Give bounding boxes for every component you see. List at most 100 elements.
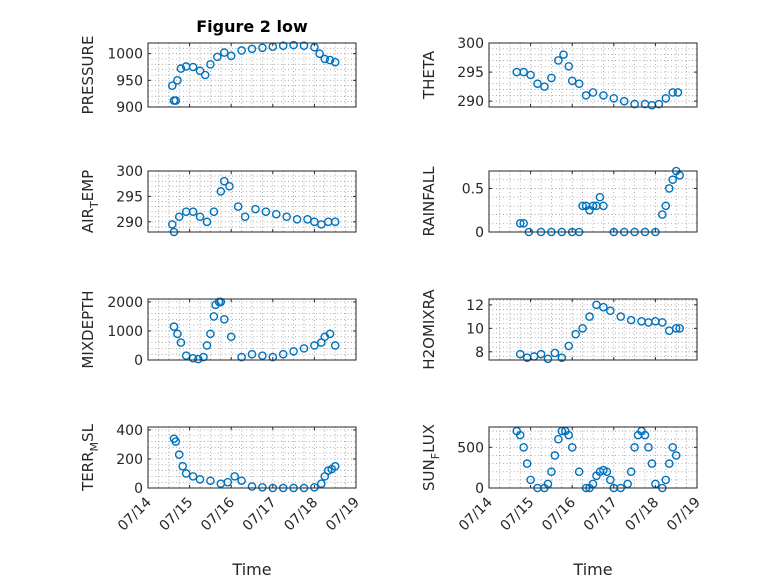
data-point [188, 472, 198, 481]
data-point [169, 322, 179, 331]
data-point [299, 344, 309, 353]
y-tick-label: 400 [116, 423, 143, 439]
data-point [536, 349, 546, 359]
x-tick-label: 07/16 [539, 494, 579, 534]
data-point [315, 49, 324, 58]
data-point [515, 218, 525, 228]
x-tick-label: 07/17 [581, 495, 621, 535]
data-point [219, 176, 229, 186]
data-point [515, 430, 525, 440]
data-point [188, 62, 198, 72]
data-point [209, 312, 219, 321]
data-point [599, 201, 608, 211]
y-axis-label: TERRMSL [79, 423, 101, 492]
data-point [167, 220, 177, 229]
data-point [317, 479, 326, 488]
data-point [658, 318, 667, 327]
data-point [559, 50, 568, 59]
y-tick-label: 200 [116, 452, 143, 468]
data-point [671, 451, 681, 460]
data-point [200, 70, 210, 80]
data-point [330, 57, 340, 67]
subplot-mixdepth: 0 1000 2000 MIXDEPTH [79, 290, 357, 369]
y-tick-label: 295 [457, 65, 484, 81]
data-point [240, 212, 250, 222]
y-axis-label: PRESSURE [79, 36, 97, 115]
data-point [574, 79, 584, 89]
data-point [519, 218, 528, 228]
data-point [673, 88, 683, 97]
data-point [567, 443, 577, 452]
data-point [206, 476, 215, 486]
data-point [609, 93, 619, 103]
y-tick-label: 300 [116, 164, 143, 180]
data-point [226, 332, 236, 342]
data-point [176, 64, 186, 73]
x-tick-label: 07/18 [622, 495, 662, 535]
data-point [526, 70, 535, 80]
data-point [237, 46, 246, 55]
y-tick-label: 290 [457, 94, 484, 110]
subplot-pressure: 900 950 1000 PRESSURE [79, 36, 357, 116]
y-tick-label: 0 [475, 481, 484, 497]
x-tick-label: 07/17 [240, 495, 280, 535]
axes-frame [147, 426, 357, 489]
data-point [550, 348, 560, 358]
axes-frame [488, 426, 698, 489]
data-point [526, 475, 535, 485]
plot-area [489, 299, 697, 360]
data-point [630, 443, 639, 452]
data-point [278, 41, 288, 50]
data-point [195, 66, 205, 76]
series-points [515, 300, 684, 364]
x-axis-label-left: Time [231, 560, 271, 579]
data-point [209, 207, 219, 216]
data-point [599, 302, 608, 312]
y-tick-label: 300 [457, 36, 484, 52]
data-point [289, 346, 298, 356]
axes-frame [147, 170, 357, 233]
data-point [626, 467, 636, 477]
x-axis-label-right: Time [572, 560, 612, 579]
x-tick-label: 07/18 [281, 495, 321, 535]
data-point [213, 52, 222, 62]
series-points [167, 176, 340, 237]
data-point [233, 202, 243, 211]
data-point [664, 184, 674, 193]
data-point [564, 430, 574, 440]
subplot-air-temp: 290 295 300 AIRTEMP [79, 164, 357, 237]
y-tick-label: 500 [457, 440, 484, 456]
y-axis-label: H2OMIXRA [420, 289, 438, 370]
data-point [247, 349, 257, 359]
y-axis-label: SUNFLUX [420, 424, 442, 491]
data-point [258, 43, 267, 53]
figure-title: Figure 2 low [196, 17, 308, 36]
series-points [167, 40, 340, 105]
data-point [237, 476, 246, 486]
x-tick-label: 07/14 [115, 494, 155, 534]
data-point [602, 467, 612, 477]
y-tick-label: 0 [134, 481, 143, 497]
data-point [299, 41, 309, 50]
plot-area [148, 299, 356, 360]
data-point [268, 352, 278, 362]
y-tick-label: 295 [116, 189, 143, 205]
series-points [512, 50, 683, 110]
data-point [261, 207, 271, 216]
y-tick-label: 0 [134, 353, 143, 369]
data-point [619, 96, 629, 106]
data-point [578, 324, 587, 333]
data-point [181, 469, 191, 478]
data-point [225, 181, 234, 191]
y-axis-label: MIXDEPTH [79, 290, 97, 368]
data-point [630, 99, 639, 109]
data-point [188, 207, 198, 216]
data-point [599, 91, 608, 100]
data-point [515, 349, 525, 359]
data-point [219, 315, 229, 324]
data-point [171, 437, 181, 446]
data-point [581, 91, 591, 100]
data-point [571, 329, 580, 339]
data-point [595, 192, 605, 202]
